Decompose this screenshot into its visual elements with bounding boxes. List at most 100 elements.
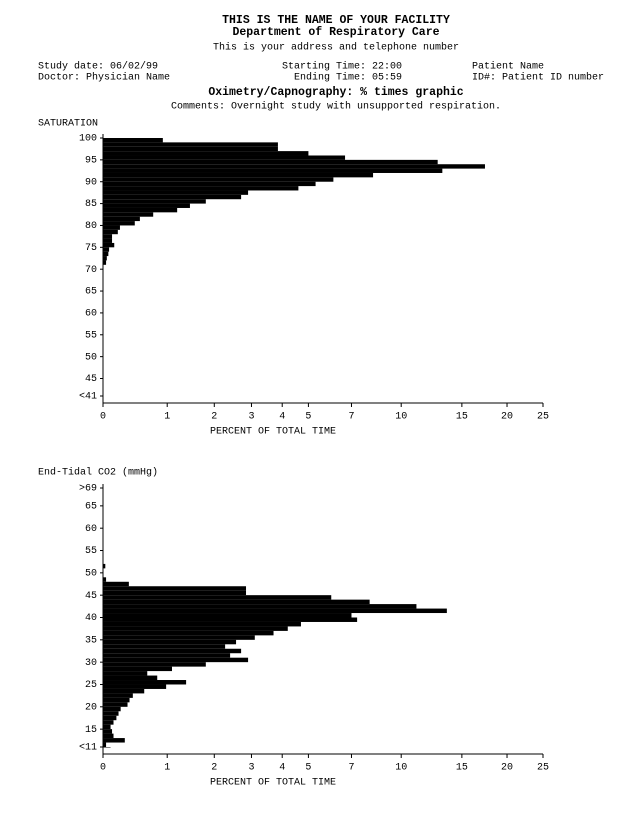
bar	[103, 229, 118, 235]
bar	[103, 563, 106, 569]
bar	[103, 729, 113, 734]
bar	[103, 164, 485, 169]
x-tick-label: 15	[456, 412, 468, 423]
ending-time: Ending Time: 05:59	[294, 72, 402, 84]
x-tick-label: 1	[164, 763, 170, 774]
bar	[103, 216, 140, 222]
y-tick-label: 65	[85, 502, 97, 513]
y-axis-label: SATURATION	[38, 119, 98, 130]
x-tick-label: 10	[395, 763, 407, 774]
x-tick-label: 2	[211, 412, 217, 423]
study-date: Study date: 06/02/99	[38, 61, 158, 73]
bar	[103, 711, 119, 716]
y-tick-label: 55	[85, 546, 97, 557]
bar	[103, 190, 249, 195]
y-tick-label: 25	[85, 680, 97, 691]
y-tick-label: 20	[85, 702, 97, 713]
bar	[103, 626, 288, 631]
x-tick-label: 7	[348, 412, 354, 423]
bar	[103, 181, 316, 187]
bar	[103, 599, 370, 605]
x-tick-label: 1	[164, 412, 170, 423]
y-tick-label: 45	[85, 591, 97, 602]
y-axis-label: End-Tidal CO2 (mmHg)	[38, 467, 158, 479]
bar	[103, 194, 242, 200]
y-tick-label: 80	[85, 221, 97, 232]
patient-id: ID#: Patient ID number	[472, 72, 604, 84]
bar	[103, 693, 133, 698]
report-title: Oximetry/Capnography: % times graphic	[208, 86, 463, 99]
bar	[103, 635, 255, 640]
bar	[103, 177, 334, 182]
bar	[103, 581, 129, 587]
x-tick-label: 10	[395, 412, 407, 423]
bar	[103, 155, 346, 160]
y-tick-label: 60	[85, 309, 97, 320]
bar	[103, 212, 154, 217]
x-tick-label: 5	[305, 763, 311, 774]
bar	[103, 697, 130, 703]
bar	[103, 738, 125, 743]
bar	[103, 199, 206, 204]
bar	[103, 621, 301, 627]
x-tick-label: 7	[348, 763, 354, 774]
bar	[103, 706, 121, 712]
bar	[103, 613, 352, 618]
bar	[103, 586, 247, 591]
y-tick-label: 85	[85, 199, 97, 210]
bar	[103, 203, 190, 208]
x-tick-label: 4	[279, 763, 285, 774]
bar	[103, 260, 107, 265]
bar	[103, 720, 114, 725]
doctor: Doctor: Physician Name	[38, 72, 170, 84]
bar	[103, 666, 172, 672]
address: This is your address and telephone numbe…	[213, 42, 459, 54]
bar	[103, 207, 178, 213]
bar	[103, 590, 247, 596]
bar	[103, 225, 120, 230]
y-tick-label: 50	[85, 352, 97, 363]
bar	[103, 630, 274, 636]
x-tick-label: 3	[248, 763, 254, 774]
facility: THIS IS THE NAME OF YOUR FACILITY	[222, 14, 450, 27]
y-tick-label: 30	[85, 658, 97, 669]
x-axis-label: PERCENT OF TOTAL TIME	[210, 778, 336, 789]
bar	[103, 256, 107, 261]
x-tick-label: 20	[501, 412, 513, 423]
bar	[103, 595, 332, 600]
bar	[103, 733, 114, 739]
bar	[103, 742, 107, 747]
bar	[103, 617, 358, 622]
y-tick-label: 70	[85, 265, 97, 276]
bar	[103, 657, 249, 663]
bar	[103, 684, 167, 689]
x-tick-label: 2	[211, 763, 217, 774]
x-tick-label: 25	[537, 763, 549, 774]
bar	[103, 604, 417, 609]
bar	[103, 146, 278, 152]
bar	[103, 221, 135, 226]
bar	[103, 151, 309, 156]
y-tick-label: 15	[85, 725, 97, 736]
x-tick-label: 0	[100, 763, 106, 774]
bar	[103, 608, 447, 614]
bar	[103, 639, 237, 645]
bar	[103, 138, 163, 143]
y-tick-label: 90	[85, 177, 97, 188]
bar	[103, 251, 109, 257]
y-tick-label: >69	[79, 484, 97, 495]
department: Department of Respiratory Care	[232, 26, 439, 39]
bar	[103, 688, 145, 694]
y-tick-label: 45	[85, 374, 97, 385]
bar	[103, 142, 278, 147]
comments: Comments: Overnight study with unsupport…	[171, 101, 501, 113]
y-tick-label: 40	[85, 613, 97, 624]
bar	[103, 234, 113, 239]
bar	[103, 675, 158, 681]
bar	[103, 577, 107, 582]
bar	[103, 648, 242, 654]
y-tick-label: 55	[85, 330, 97, 341]
y-tick-label: 75	[85, 243, 97, 254]
patient-name: Patient Name	[472, 61, 544, 73]
y-tick-label: <11	[79, 743, 97, 754]
